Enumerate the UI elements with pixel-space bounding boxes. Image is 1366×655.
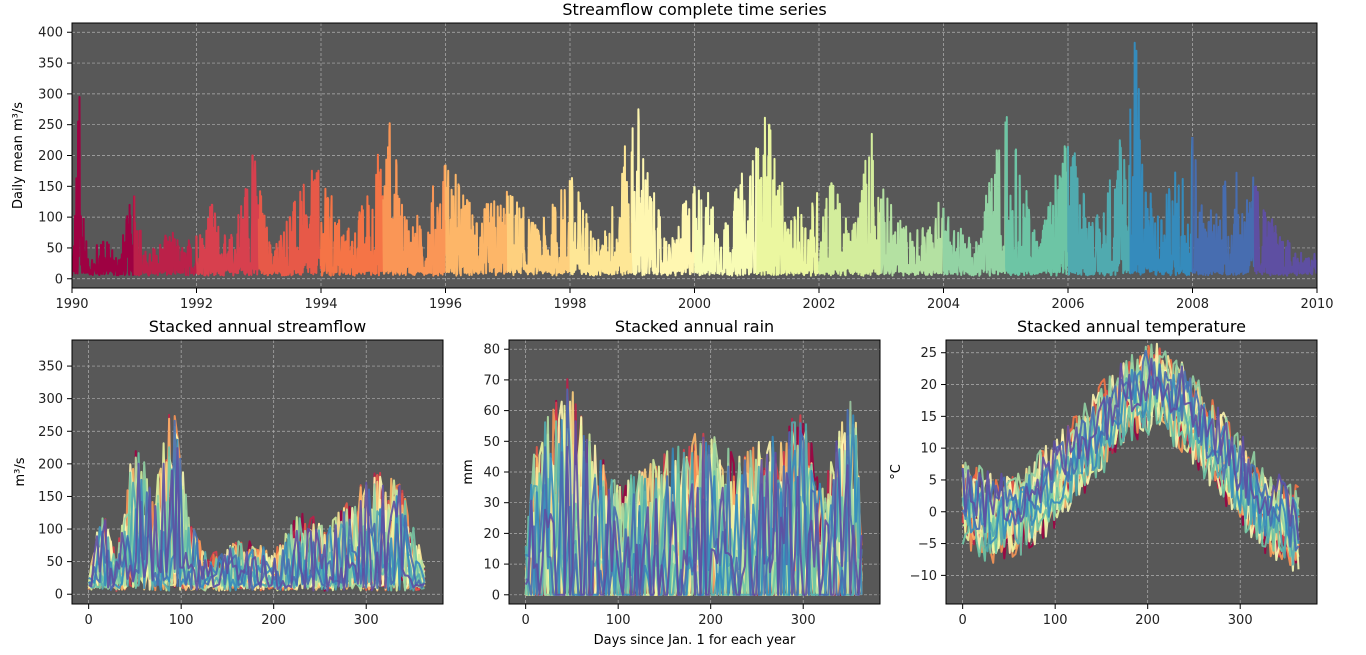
x-tick-label: 0 — [959, 613, 967, 628]
panel-stacked-rain: 0 100 200 300 0 10 20 30 40 50 60 70 80 Stacked annua… — [461, 317, 880, 648]
y-tick-label: 5 — [929, 473, 937, 488]
y-tick-label: 200 — [38, 149, 63, 164]
chart-title: Stacked annual streamflow — [149, 317, 366, 336]
x-tick-label: 2010 — [1300, 297, 1333, 312]
y-tick-label: 250 — [38, 425, 63, 440]
y-axis-label: °C — [889, 464, 904, 480]
x-tick-label: 2004 — [927, 297, 960, 312]
y-axis-label: Daily mean m³/s — [11, 102, 26, 209]
x-tick-label: 1992 — [180, 297, 213, 312]
x-tick-label: 1996 — [429, 297, 462, 312]
y-tick-label: 0 — [492, 588, 500, 603]
panel-stacked-streamflow: 0 100 200 300 0 50 100 150 200 250 300 350 Stacked a… — [13, 317, 443, 628]
y-tick-label: 0 — [55, 272, 63, 287]
x-tick-label: 0 — [522, 613, 530, 628]
x-tick-label: 0 — [85, 613, 93, 628]
x-tick-label: 300 — [1228, 613, 1253, 628]
x-tick-label: 300 — [791, 613, 816, 628]
panel-stacked-temperature: 0 100 200 300 −10 −5 0 5 10 15 20 25 Stacked annual … — [889, 317, 1317, 628]
x-tick-label: 1994 — [304, 297, 337, 312]
y-tick-label: 15 — [920, 410, 937, 425]
y-tick-label: 0 — [55, 588, 63, 603]
y-tick-label: 150 — [38, 180, 63, 195]
y-tick-label: 30 — [483, 496, 500, 511]
x-tick-label: 1998 — [553, 297, 586, 312]
y-tick-label: −10 — [910, 569, 937, 584]
y-tick-label: 300 — [38, 392, 63, 407]
x-tick-label: 2006 — [1051, 297, 1084, 312]
y-tick-label: 50 — [46, 241, 63, 256]
y-tick-label: 10 — [483, 558, 500, 573]
y-tick-label: 10 — [920, 442, 937, 457]
y-tick-label: 350 — [38, 360, 63, 375]
y-tick-label: 400 — [38, 26, 63, 41]
x-tick-label: 100 — [169, 613, 194, 628]
y-tick-label: 250 — [38, 118, 63, 133]
y-tick-label: 200 — [38, 457, 63, 472]
panel-streamflow-timeseries: 1990 1992 1994 1996 1998 2000 2002 2004 2006 2008… — [11, 0, 1334, 312]
y-tick-label: 350 — [38, 57, 63, 72]
y-tick-label: 70 — [483, 373, 500, 388]
y-tick-label: 50 — [46, 555, 63, 570]
y-tick-label: −5 — [918, 537, 937, 552]
y-tick-label: 300 — [38, 87, 63, 102]
x-tick-label: 300 — [354, 613, 379, 628]
y-tick-label: 100 — [38, 211, 63, 226]
x-axis-label: Days since Jan. 1 for each year — [594, 633, 796, 648]
x-tick-label: 2008 — [1176, 297, 1209, 312]
y-tick-label: 0 — [929, 505, 937, 520]
y-axis-label: mm — [461, 459, 476, 484]
x-tick-label: 200 — [698, 613, 723, 628]
y-tick-label: 40 — [483, 466, 500, 481]
y-axis-label: m³/s — [13, 457, 28, 486]
y-tick-label: 25 — [920, 346, 937, 361]
chart-title: Stacked annual rain — [615, 317, 774, 336]
y-tick-label: 60 — [483, 404, 500, 419]
x-tick-label: 100 — [1043, 613, 1068, 628]
chart-title: Stacked annual temperature — [1017, 317, 1246, 336]
y-tick-label: 80 — [483, 343, 500, 358]
y-tick-label: 20 — [920, 378, 937, 393]
x-tick-label: 1990 — [55, 297, 88, 312]
y-tick-label: 20 — [483, 527, 500, 542]
y-tick-label: 150 — [38, 490, 63, 505]
x-tick-label: 2000 — [678, 297, 711, 312]
y-tick-label: 50 — [483, 435, 500, 450]
x-tick-label: 2002 — [802, 297, 835, 312]
x-tick-label: 200 — [261, 613, 286, 628]
y-tick-label: 100 — [38, 523, 63, 538]
x-tick-label: 100 — [606, 613, 631, 628]
chart-title: Streamflow complete time series — [562, 0, 826, 19]
x-tick-label: 200 — [1135, 613, 1160, 628]
